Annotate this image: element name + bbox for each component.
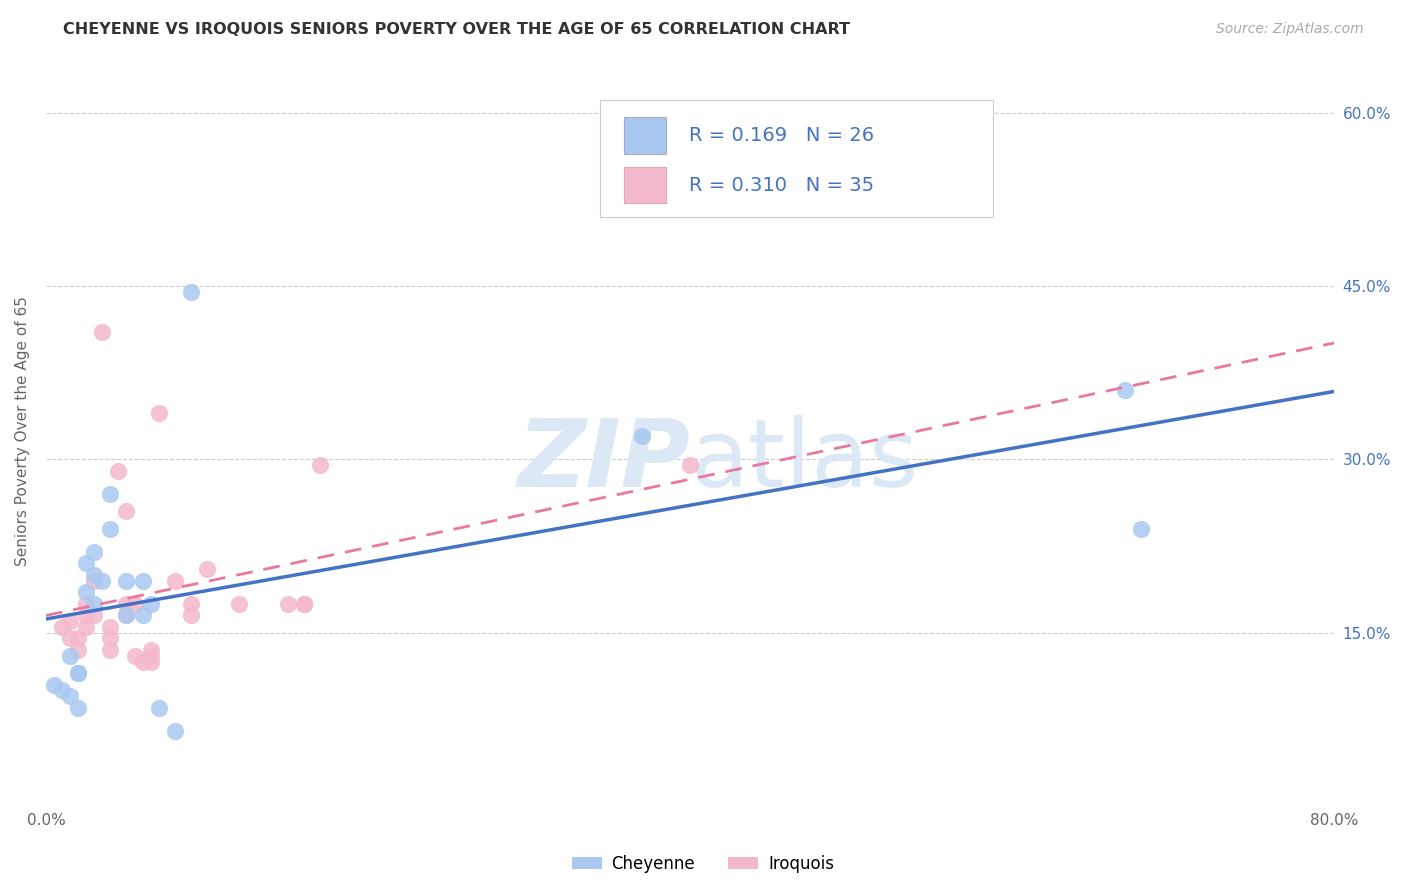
Point: [100, 620, 122, 634]
Point: [124, 597, 146, 611]
Point: [83, 574, 105, 588]
Point: [100, 632, 122, 646]
Point: [67, 666, 90, 681]
Point: [131, 574, 153, 588]
Text: Source: ZipAtlas.com: Source: ZipAtlas.com: [1216, 22, 1364, 37]
Point: [91, 574, 114, 588]
Point: [115, 574, 138, 588]
Point: [276, 597, 298, 611]
Point: [148, 406, 170, 420]
Legend: Cheyenne, Iroquois: Cheyenne, Iroquois: [565, 848, 841, 880]
Point: [679, 458, 702, 473]
Point: [163, 574, 186, 588]
Point: [292, 597, 315, 611]
Point: [51, 683, 73, 698]
Point: [180, 285, 202, 299]
Point: [139, 597, 162, 611]
Point: [228, 597, 250, 611]
FancyBboxPatch shape: [624, 118, 665, 153]
Point: [115, 608, 138, 623]
FancyBboxPatch shape: [600, 100, 993, 217]
Point: [100, 643, 122, 657]
Point: [630, 429, 652, 443]
Text: atlas: atlas: [690, 415, 918, 507]
Point: [75, 620, 97, 634]
Point: [1114, 383, 1136, 397]
Point: [75, 585, 97, 599]
Point: [195, 562, 218, 576]
Point: [67, 666, 90, 681]
Point: [1129, 522, 1152, 536]
Text: CHEYENNE VS IROQUOIS SENIORS POVERTY OVER THE AGE OF 65 CORRELATION CHART: CHEYENNE VS IROQUOIS SENIORS POVERTY OVE…: [63, 22, 851, 37]
Text: R = 0.310   N = 35: R = 0.310 N = 35: [689, 176, 875, 194]
Point: [100, 522, 122, 536]
Point: [59, 614, 82, 628]
Point: [131, 608, 153, 623]
Point: [51, 620, 73, 634]
Point: [107, 464, 129, 478]
Point: [115, 608, 138, 623]
Point: [59, 690, 82, 704]
Text: R = 0.169   N = 26: R = 0.169 N = 26: [689, 126, 875, 145]
Point: [115, 597, 138, 611]
Point: [180, 608, 202, 623]
Point: [83, 597, 105, 611]
Point: [67, 701, 90, 715]
Point: [148, 701, 170, 715]
Point: [124, 648, 146, 663]
Point: [115, 504, 138, 518]
Point: [163, 723, 186, 738]
Y-axis label: Seniors Poverty Over the Age of 65: Seniors Poverty Over the Age of 65: [15, 295, 30, 566]
Point: [67, 632, 90, 646]
Point: [139, 648, 162, 663]
Point: [100, 487, 122, 501]
Point: [83, 608, 105, 623]
Text: ZIP: ZIP: [517, 415, 690, 507]
Point: [139, 655, 162, 669]
Point: [131, 655, 153, 669]
FancyBboxPatch shape: [624, 167, 665, 203]
Point: [83, 568, 105, 582]
Point: [59, 632, 82, 646]
Point: [139, 643, 162, 657]
Point: [83, 545, 105, 559]
Point: [67, 643, 90, 657]
Point: [180, 597, 202, 611]
Point: [308, 458, 330, 473]
Point: [75, 557, 97, 571]
Point: [75, 597, 97, 611]
Point: [292, 597, 315, 611]
Point: [42, 678, 65, 692]
Point: [75, 608, 97, 623]
Point: [91, 326, 114, 340]
Point: [59, 648, 82, 663]
